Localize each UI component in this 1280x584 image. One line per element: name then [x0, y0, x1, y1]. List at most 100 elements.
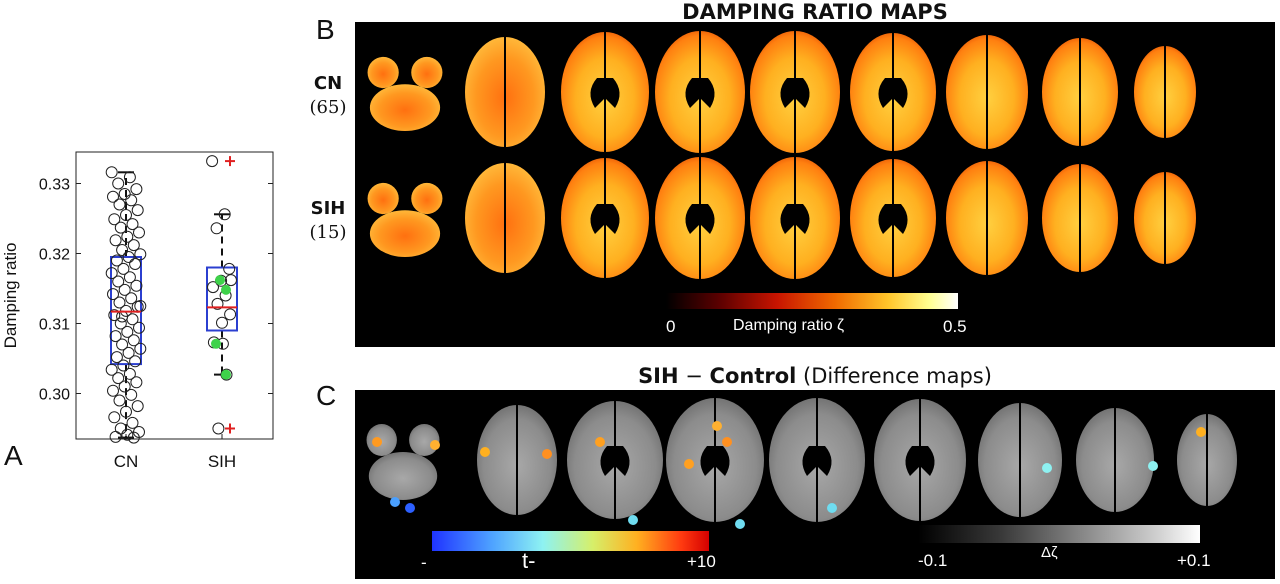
panel-c-title-control: Control	[709, 364, 797, 388]
activation-spot	[390, 497, 400, 507]
data-point	[216, 316, 228, 329]
difference-maps: - t- +10 -0.1 Δζ +0.1	[355, 390, 1275, 579]
difference-slice-maps	[366, 398, 1237, 529]
data-point	[131, 204, 144, 217]
activation-spot	[1196, 427, 1206, 437]
data-point	[113, 198, 126, 211]
colorbar-label: Damping ratio ζ	[733, 317, 845, 334]
y-tick-label: 0.32	[39, 247, 70, 264]
activation-spot	[405, 503, 415, 513]
brain-slice-1-1	[367, 56, 443, 131]
activation-spot	[712, 421, 722, 431]
data-point	[118, 188, 131, 200]
x-tick-label: SIH	[208, 452, 236, 471]
data-point	[129, 258, 142, 270]
data-point	[130, 279, 143, 292]
t-colorbar-left: -	[421, 553, 427, 572]
data-point	[218, 208, 231, 221]
difference-slice-1	[366, 424, 440, 500]
data-point	[109, 234, 122, 247]
delta-colorbar-left: -0.1	[918, 551, 948, 570]
brain-slice-2-1	[367, 182, 443, 257]
brain-slice-1-7	[946, 35, 1028, 149]
brain-slice-2-9	[1134, 172, 1196, 264]
activation-spot	[628, 515, 638, 525]
data-point	[108, 309, 121, 322]
data-point	[126, 416, 139, 429]
difference-slice-3	[567, 401, 663, 519]
data-point	[206, 155, 219, 168]
data-point	[133, 321, 145, 334]
t-colorbar	[432, 531, 709, 551]
damping-ratio-boxplot: 0.30 0.31 0.32 0.33 Damping ratio CN SIH	[1, 151, 274, 471]
data-point	[133, 226, 145, 239]
data-point	[113, 296, 126, 309]
activation-spot	[827, 503, 837, 513]
brain-slice-2-2	[465, 163, 545, 273]
difference-slice-5	[769, 398, 865, 522]
data-point	[109, 330, 122, 343]
data-point	[118, 283, 131, 296]
row-label-sih: SIH (15)	[298, 197, 358, 245]
data-point	[110, 254, 123, 267]
data-point	[116, 338, 129, 351]
data-point	[123, 271, 136, 284]
y-axis-label: Damping ratio	[1, 243, 20, 349]
panel-c-title-sih: SIH	[638, 364, 679, 388]
data-point	[114, 221, 127, 234]
data-point	[127, 239, 140, 252]
activation-spot	[595, 437, 605, 447]
difference-slice-2	[477, 405, 557, 515]
row-label-cn-count: (65)	[309, 97, 347, 118]
data-point	[131, 400, 144, 413]
x-tick-label: CN	[114, 452, 139, 471]
brain-slice-2-5	[750, 157, 840, 279]
data-point	[127, 431, 140, 444]
data-point	[134, 342, 147, 355]
t-colorbar-label: t-	[522, 548, 536, 573]
activation-spot	[542, 449, 552, 459]
difference-slice-9	[1177, 414, 1237, 506]
brain-slice-2-4	[655, 157, 745, 279]
brain-slice-2-7	[946, 161, 1028, 275]
brain-slice-1-3	[561, 32, 649, 152]
highlighted-point	[221, 284, 231, 295]
data-point	[105, 363, 118, 376]
data-point	[107, 384, 119, 397]
data-point	[130, 183, 143, 196]
panel-b-title: DAMPING RATIO MAPS	[682, 0, 948, 24]
panel-label-a: A	[4, 440, 23, 471]
data-point	[112, 177, 125, 190]
panel-c-title: SIH − Control (Difference maps)	[355, 364, 1275, 388]
data-point	[122, 346, 135, 359]
data-point	[129, 355, 142, 368]
data-point	[112, 372, 125, 385]
brain-slice-2-8	[1042, 164, 1118, 272]
data-point	[109, 430, 122, 443]
data-point	[105, 267, 118, 280]
data-point	[114, 317, 127, 330]
damping-colorbar	[666, 293, 958, 309]
data-point	[122, 251, 135, 263]
brain-slice-1-9	[1134, 46, 1196, 138]
activation-spot	[722, 437, 732, 447]
data-point	[117, 262, 130, 275]
activation-spot	[1148, 461, 1158, 471]
activation-spot	[735, 519, 745, 529]
row-label-sih-count: (15)	[309, 222, 347, 243]
data-point	[134, 248, 147, 261]
data-point	[125, 292, 138, 305]
data-point	[127, 334, 140, 347]
data-point	[212, 422, 225, 435]
brain-slice-2-6	[850, 159, 936, 277]
brain-slice-1-6	[850, 33, 936, 151]
data-point	[121, 230, 134, 243]
damping-ratio-maps: 0 Damping ratio ζ 0.5	[355, 22, 1275, 347]
highlighted-point	[221, 369, 231, 380]
box-sih	[206, 266, 238, 332]
delta-colorbar-right: +0.1	[1177, 551, 1211, 570]
data-point	[210, 222, 223, 235]
data-point	[120, 405, 132, 418]
row-label-cn: CN (65)	[298, 72, 358, 120]
delta-colorbar	[918, 525, 1200, 543]
